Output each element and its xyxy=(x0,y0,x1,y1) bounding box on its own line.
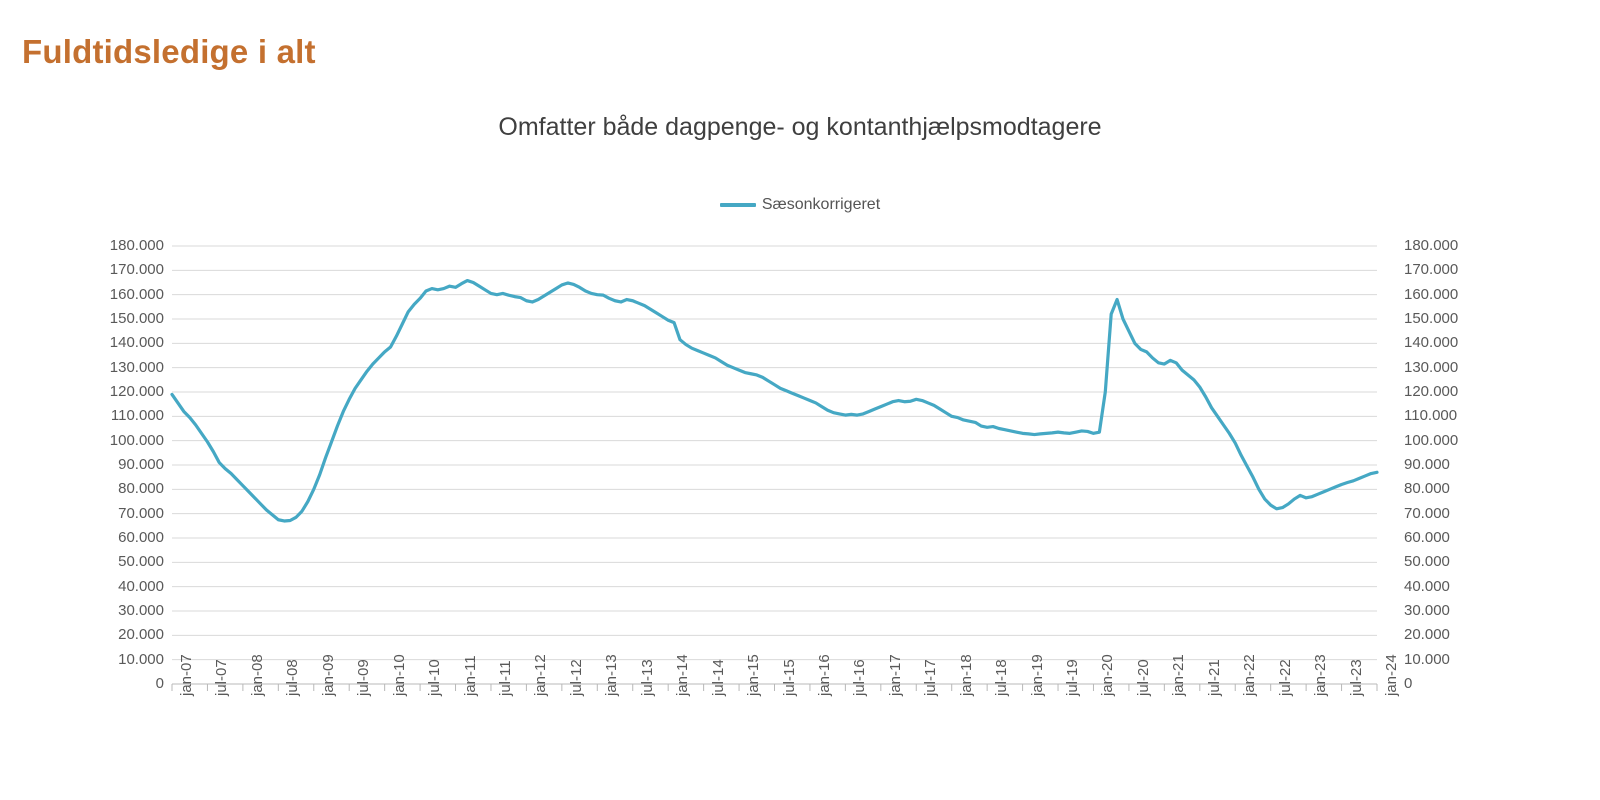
x-axis-tick-label: jul-23 xyxy=(1347,659,1365,696)
y-axis-tick-label-right: 160.000 xyxy=(1404,285,1459,303)
y-axis-tick-label-right: 60.000 xyxy=(1404,529,1450,546)
x-axis-tick-label: jan-15 xyxy=(745,654,763,696)
x-axis-tick-label: jul-16 xyxy=(851,659,869,696)
x-axis-tick-label: jul-17 xyxy=(922,659,940,696)
y-axis-tick-label-left: 100.000 xyxy=(109,431,164,449)
y-axis-tick-label-right: 40.000 xyxy=(1404,577,1450,595)
x-axis-tick-label: jul-15 xyxy=(780,659,798,696)
x-axis-tick-label: jan-20 xyxy=(1099,654,1117,696)
x-axis-tick-label: jul-19 xyxy=(1064,659,1082,696)
y-axis-tick-label-left: 140.000 xyxy=(109,334,164,352)
y-axis-tick-label-left: 80.000 xyxy=(118,480,164,498)
y-axis-tick-label-right: 0 xyxy=(1404,675,1413,692)
x-axis-tick-label: jan-18 xyxy=(957,654,975,696)
y-axis-tick-label-left: 110.000 xyxy=(110,407,164,425)
y-axis-tick-label-left: 20.000 xyxy=(118,626,164,644)
x-axis-tick-label: jul-18 xyxy=(993,659,1011,696)
y-axis-tick-label-right: 140.000 xyxy=(1404,334,1459,352)
y-axis-tick-label-left: 0 xyxy=(155,675,164,692)
x-axis-tick-label: jan-22 xyxy=(1241,654,1259,696)
y-axis-tick-label-right: 130.000 xyxy=(1404,358,1459,376)
x-axis-tick-label: jul-20 xyxy=(1134,659,1152,696)
x-axis-tick-label: jul-21 xyxy=(1205,659,1223,696)
x-axis-tick-label: jan-13 xyxy=(603,654,621,696)
x-axis-tick-label: jul-14 xyxy=(709,659,727,696)
x-axis-tick-label: jan-24 xyxy=(1383,654,1400,696)
y-axis-tick-label-left: 50.000 xyxy=(118,553,164,571)
x-axis-tick-label: jan-14 xyxy=(674,654,692,696)
y-axis-tick-label-right: 50.000 xyxy=(1404,553,1450,571)
y-axis-tick-label-left: 70.000 xyxy=(118,504,164,522)
y-axis-tick-label-left: 160.000 xyxy=(109,285,164,303)
x-axis-tick-label: jan-07 xyxy=(178,654,195,696)
series-line-saesonkorrigeret xyxy=(170,278,1379,523)
x-axis-tick-label: jan-10 xyxy=(390,654,408,696)
y-axis-tick-label-left: 150.000 xyxy=(109,310,164,327)
y-axis-tick-label-right: 150.000 xyxy=(1404,310,1459,327)
y-axis-tick-label-right: 90.000 xyxy=(1404,456,1450,473)
chart-subtitle: Omfatter både dagpenge- og kontanthjælps… xyxy=(498,113,1102,141)
y-axis-tick-label-right: 10.000 xyxy=(1404,650,1450,668)
y-axis-tick-label-right: 180.000 xyxy=(1404,237,1459,254)
y-axis-tick-label-right: 100.000 xyxy=(1404,431,1459,449)
y-axis-tick-label-left: 120.000 xyxy=(109,383,164,400)
y-axis-tick-label-left: 40.000 xyxy=(118,577,164,595)
chart-legend: Sæsonkorrigeret xyxy=(0,196,1600,214)
legend-label-saesonkorrigeret: Sæsonkorrigeret xyxy=(761,196,881,213)
x-axis-tick-label: jan-21 xyxy=(1170,654,1188,696)
x-axis-tick-label: jan-19 xyxy=(1028,654,1046,696)
y-axis-tick-label-right: 70.000 xyxy=(1404,504,1450,522)
x-axis-tick-label: jan-16 xyxy=(815,654,833,696)
y-axis-tick-label-right: 170.000 xyxy=(1404,261,1459,279)
y-axis-tick-label-right: 20.000 xyxy=(1404,626,1450,644)
y-axis-tick-label-left: 180.000 xyxy=(109,237,164,254)
y-axis-tick-label-right: 30.000 xyxy=(1404,602,1450,619)
x-axis-tick-label: jan-17 xyxy=(886,654,904,696)
y-axis-tick-label-left: 60.000 xyxy=(118,529,164,546)
y-axis-tick-label-right: 120.000 xyxy=(1404,383,1459,400)
y-axis-tick-label-left: 30.000 xyxy=(118,602,164,619)
x-axis-tick-label: jan-08 xyxy=(248,654,266,696)
x-axis-tick-label: jan-09 xyxy=(319,654,337,696)
page-title: Fuldtidsledige i alt xyxy=(22,33,316,70)
y-axis-tick-label-left: 10.000 xyxy=(118,650,164,668)
x-axis-tick-label: jul-12 xyxy=(567,659,585,696)
x-axis-tick-label: jan-23 xyxy=(1312,654,1330,696)
x-axis-tick-label: jul-22 xyxy=(1276,659,1294,696)
x-axis-tick-label: jul-08 xyxy=(284,659,302,696)
x-axis-tick-label: jul-10 xyxy=(426,659,444,696)
y-axis-tick-label-left: 170.000 xyxy=(109,261,164,279)
x-axis-tick-label: jan-12 xyxy=(532,654,550,696)
y-axis-tick-label-left: 130.000 xyxy=(109,358,164,376)
x-axis-tick-label: jul-13 xyxy=(638,659,656,696)
x-axis-tick-label: jul-11 xyxy=(496,660,514,696)
legend-swatch-saesonkorrigeret xyxy=(719,203,756,207)
x-axis-tick-label: jul-07 xyxy=(213,659,231,696)
x-axis-tick-label: jul-09 xyxy=(355,659,373,696)
y-axis-tick-label-right: 80.000 xyxy=(1404,480,1450,498)
y-axis-tick-label-left: 90.000 xyxy=(118,456,164,473)
x-axis-tick-label: jan-11 xyxy=(461,655,479,696)
y-axis-tick-label-right: 110.000 xyxy=(1404,407,1458,425)
